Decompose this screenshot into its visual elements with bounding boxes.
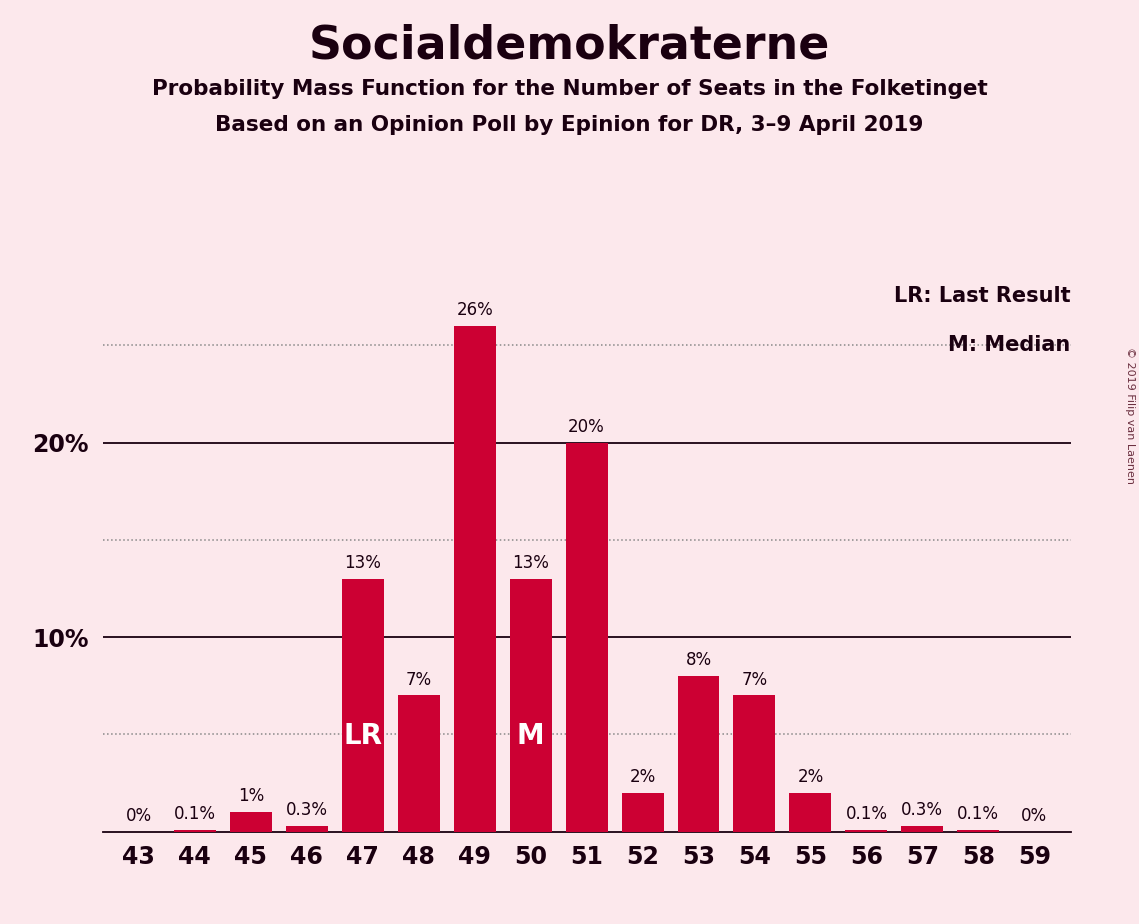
Text: 13%: 13% — [344, 553, 382, 572]
Text: 0%: 0% — [1022, 807, 1048, 825]
Bar — [230, 812, 272, 832]
Text: 13%: 13% — [513, 553, 549, 572]
Text: LR: Last Result: LR: Last Result — [894, 286, 1071, 306]
Text: 7%: 7% — [405, 671, 432, 688]
Text: LR: LR — [343, 722, 383, 749]
Text: 0.1%: 0.1% — [174, 805, 216, 823]
Bar — [286, 826, 328, 832]
Text: 2%: 2% — [630, 768, 656, 786]
Bar — [901, 826, 943, 832]
Bar — [509, 578, 551, 832]
Bar — [174, 830, 215, 832]
Text: 0.1%: 0.1% — [957, 805, 999, 823]
Text: 26%: 26% — [457, 301, 493, 319]
Bar — [958, 830, 999, 832]
Bar — [845, 830, 887, 832]
Text: Based on an Opinion Poll by Epinion for DR, 3–9 April 2019: Based on an Opinion Poll by Epinion for … — [215, 115, 924, 135]
Bar — [342, 578, 384, 832]
Text: Probability Mass Function for the Number of Seats in the Folketinget: Probability Mass Function for the Number… — [151, 79, 988, 99]
Text: 0%: 0% — [125, 807, 151, 825]
Text: 0.3%: 0.3% — [286, 801, 328, 819]
Text: M: Median: M: Median — [949, 335, 1071, 356]
Bar — [678, 676, 720, 832]
Text: 20%: 20% — [568, 418, 605, 436]
Bar — [453, 326, 495, 832]
Text: 7%: 7% — [741, 671, 768, 688]
Text: Socialdemokraterne: Socialdemokraterne — [309, 23, 830, 68]
Bar — [789, 793, 831, 832]
Text: 1%: 1% — [238, 787, 264, 806]
Text: 0.1%: 0.1% — [845, 805, 887, 823]
Text: © 2019 Filip van Laenen: © 2019 Filip van Laenen — [1125, 347, 1134, 484]
Text: 0.3%: 0.3% — [901, 801, 943, 819]
Text: M: M — [517, 722, 544, 749]
Bar — [398, 696, 440, 832]
Bar — [566, 443, 607, 832]
Text: 2%: 2% — [797, 768, 823, 786]
Text: 8%: 8% — [686, 651, 712, 669]
Bar — [622, 793, 664, 832]
Bar — [734, 696, 776, 832]
